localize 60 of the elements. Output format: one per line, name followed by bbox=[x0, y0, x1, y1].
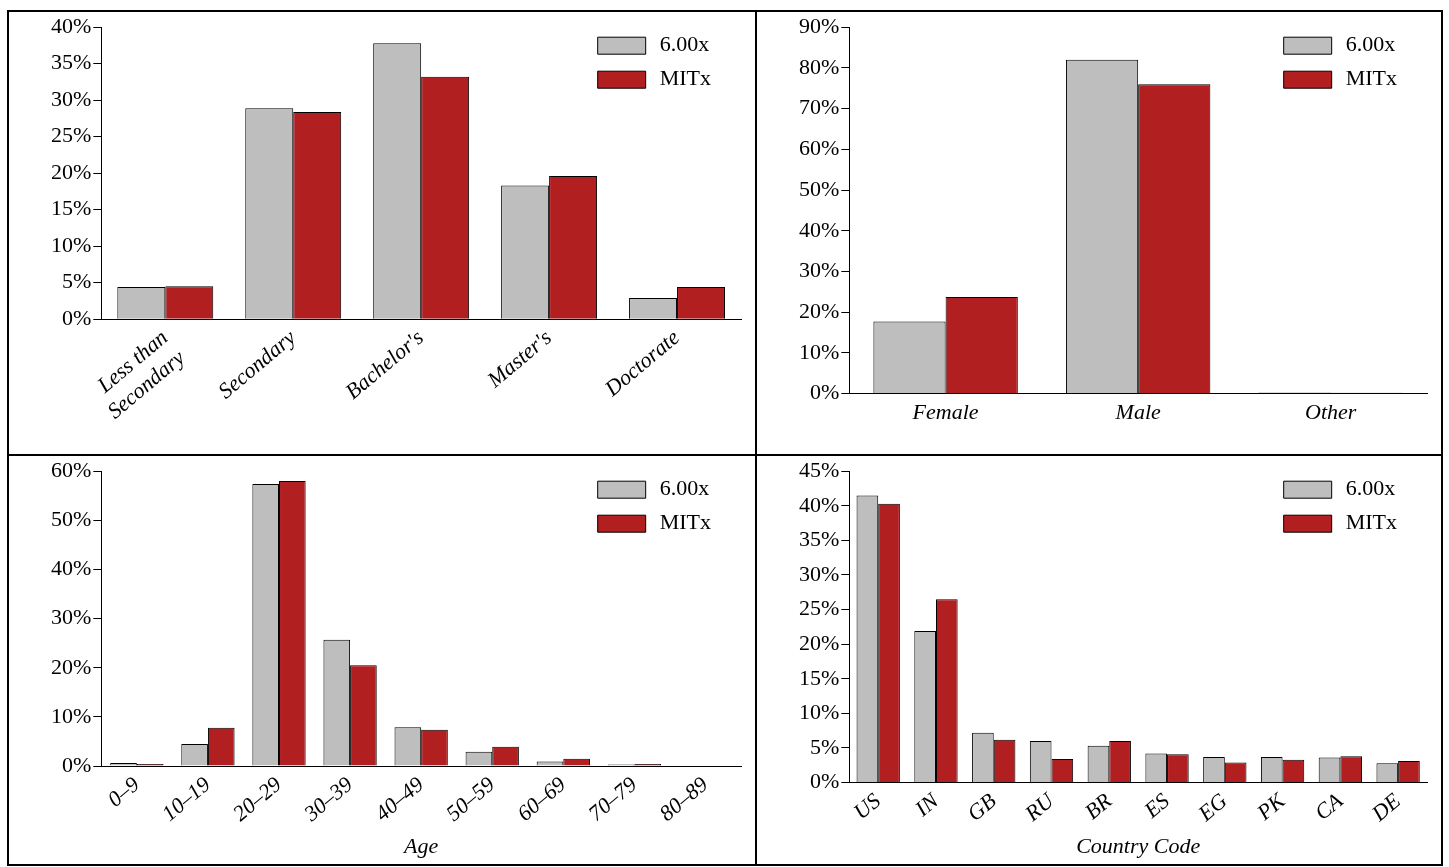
legend-label: MITx bbox=[659, 509, 711, 535]
y-tick-label: 40% bbox=[51, 555, 92, 581]
y-tick-label: 25% bbox=[51, 122, 92, 148]
x-tick-label: BR bbox=[1079, 787, 1117, 825]
y-tick-label: 5% bbox=[810, 733, 840, 759]
x-tick-label: PK bbox=[1251, 786, 1291, 826]
x-tick-label: GB bbox=[962, 787, 1001, 826]
y-tick-label: 25% bbox=[799, 595, 840, 621]
x-axis-title: Country Code bbox=[1076, 832, 1201, 858]
x-tick-label: CA bbox=[1309, 787, 1348, 825]
y-tick-label: 0% bbox=[810, 768, 840, 794]
y-tick-label: 10% bbox=[51, 702, 92, 728]
y-tick-label: 80% bbox=[799, 53, 840, 79]
legend-label: 6.00x bbox=[1345, 31, 1396, 57]
y-tick-label: 15% bbox=[51, 195, 92, 221]
y-tick-label: 10% bbox=[799, 699, 840, 725]
legend-label: 6.00x bbox=[1345, 475, 1396, 501]
y-tick-label: 20% bbox=[799, 629, 840, 655]
x-tick-label: 0–9 bbox=[102, 771, 144, 812]
y-tick-label: 35% bbox=[799, 526, 840, 552]
y-tick-label: 30% bbox=[799, 560, 840, 586]
y-tick-label: 0% bbox=[62, 751, 92, 777]
y-tick-label: 60% bbox=[51, 456, 92, 482]
y-tick-label: 15% bbox=[799, 664, 840, 690]
y-tick-label: 90% bbox=[799, 12, 840, 38]
x-tick-label: EG bbox=[1192, 787, 1232, 827]
legend-label: 6.00x bbox=[659, 475, 710, 501]
x-tick-label: US bbox=[848, 787, 886, 825]
x-tick-label: Other bbox=[1305, 398, 1357, 424]
x-axis-title: Age bbox=[402, 832, 439, 858]
y-tick-label: 30% bbox=[51, 604, 92, 630]
y-tick-label: 5% bbox=[62, 268, 92, 294]
x-tick-label: DE bbox=[1365, 787, 1406, 827]
y-tick-label: 35% bbox=[51, 49, 92, 75]
legend-label: 6.00x bbox=[659, 31, 710, 57]
y-tick-label: 60% bbox=[799, 135, 840, 161]
y-tick-label: 20% bbox=[799, 297, 840, 323]
y-tick-label: 0% bbox=[62, 304, 92, 330]
x-tick-label: ES bbox=[1138, 787, 1174, 824]
legend-label: MITx bbox=[1345, 65, 1397, 91]
y-tick-label: 0% bbox=[810, 379, 840, 405]
y-tick-label: 40% bbox=[799, 216, 840, 242]
y-tick-label: 40% bbox=[799, 491, 840, 517]
y-tick-label: 30% bbox=[799, 257, 840, 283]
y-tick-label: 20% bbox=[51, 653, 92, 679]
x-tick-label: Male bbox=[1114, 398, 1161, 424]
y-tick-label: 20% bbox=[51, 158, 92, 184]
legend-label: MITx bbox=[659, 65, 711, 91]
x-tick-label: RU bbox=[1019, 786, 1061, 827]
y-tick-label: 45% bbox=[799, 456, 840, 482]
y-tick-label: 40% bbox=[51, 12, 92, 38]
y-tick-label: 50% bbox=[51, 506, 92, 532]
y-tick-label: 50% bbox=[799, 175, 840, 201]
x-tick-label: Female bbox=[911, 398, 979, 424]
y-tick-label: 30% bbox=[51, 85, 92, 111]
y-tick-label: 10% bbox=[51, 231, 92, 257]
x-tick-label: IN bbox=[909, 786, 944, 822]
y-tick-label: 10% bbox=[799, 338, 840, 364]
y-tick-label: 70% bbox=[799, 94, 840, 120]
legend-label: MITx bbox=[1345, 509, 1397, 535]
